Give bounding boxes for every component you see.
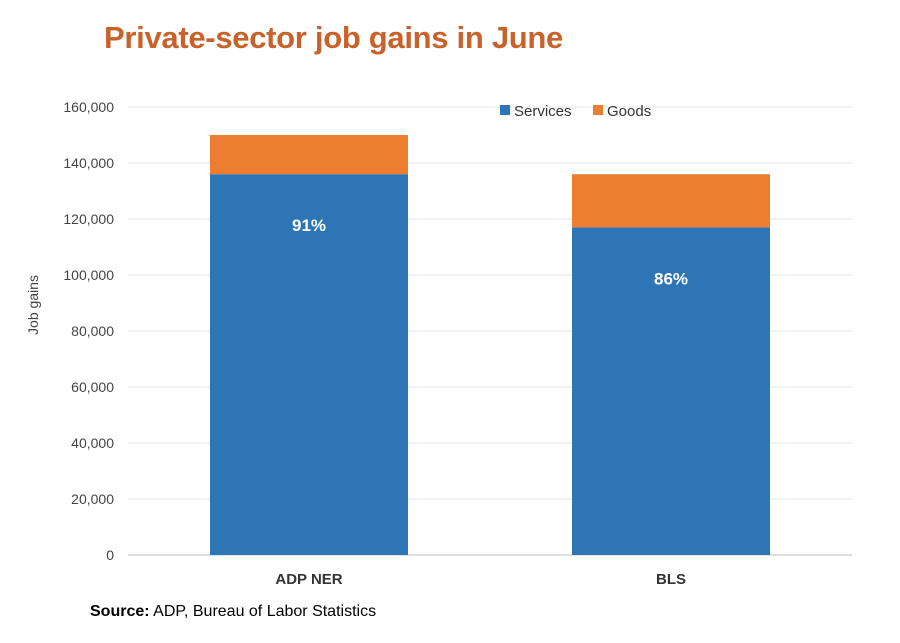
y-tick-label: 40,000 bbox=[71, 435, 114, 451]
legend-label-goods: Goods bbox=[607, 103, 651, 120]
bars: 91% 86% bbox=[210, 135, 770, 555]
data-label: 91% bbox=[292, 216, 326, 235]
y-tick-label: 160,000 bbox=[63, 99, 114, 115]
legend-label-services: Services bbox=[514, 103, 572, 120]
y-tick-label: 60,000 bbox=[71, 379, 114, 395]
y-tick-label: 0 bbox=[106, 547, 114, 563]
bar-goods-bls bbox=[572, 174, 770, 228]
y-tick-label: 120,000 bbox=[63, 211, 114, 227]
legend-swatch-goods bbox=[593, 105, 603, 115]
source-note: Source: ADP, Bureau of Labor Statistics bbox=[90, 603, 376, 621]
y-tick-label: 140,000 bbox=[63, 155, 114, 171]
y-tick-label: 20,000 bbox=[71, 491, 114, 507]
x-tick-label: BLS bbox=[656, 571, 686, 588]
source-text: ADP, Bureau of Labor Statistics bbox=[149, 603, 377, 620]
y-tick-label: 100,000 bbox=[63, 267, 114, 283]
bar-services-bls bbox=[572, 227, 770, 555]
legend: Services Goods bbox=[500, 103, 651, 120]
chart-title: Private-sector job gains in June bbox=[104, 20, 563, 55]
bar-goods-adp-ner bbox=[210, 135, 408, 175]
source-label: Source: bbox=[90, 603, 150, 620]
x-tick-labels: ADP NER BLS bbox=[275, 571, 686, 588]
y-tick-label: 80,000 bbox=[71, 323, 114, 339]
y-axis-label: Job gains bbox=[25, 275, 41, 335]
y-tick-labels: 0 20,000 40,000 60,000 80,000 100,000 120,000 1… bbox=[63, 99, 114, 563]
bar-services-adp-ner bbox=[210, 174, 408, 555]
data-label: 86% bbox=[654, 269, 688, 288]
legend-swatch-services bbox=[500, 105, 510, 115]
x-tick-label: ADP NER bbox=[275, 571, 342, 588]
